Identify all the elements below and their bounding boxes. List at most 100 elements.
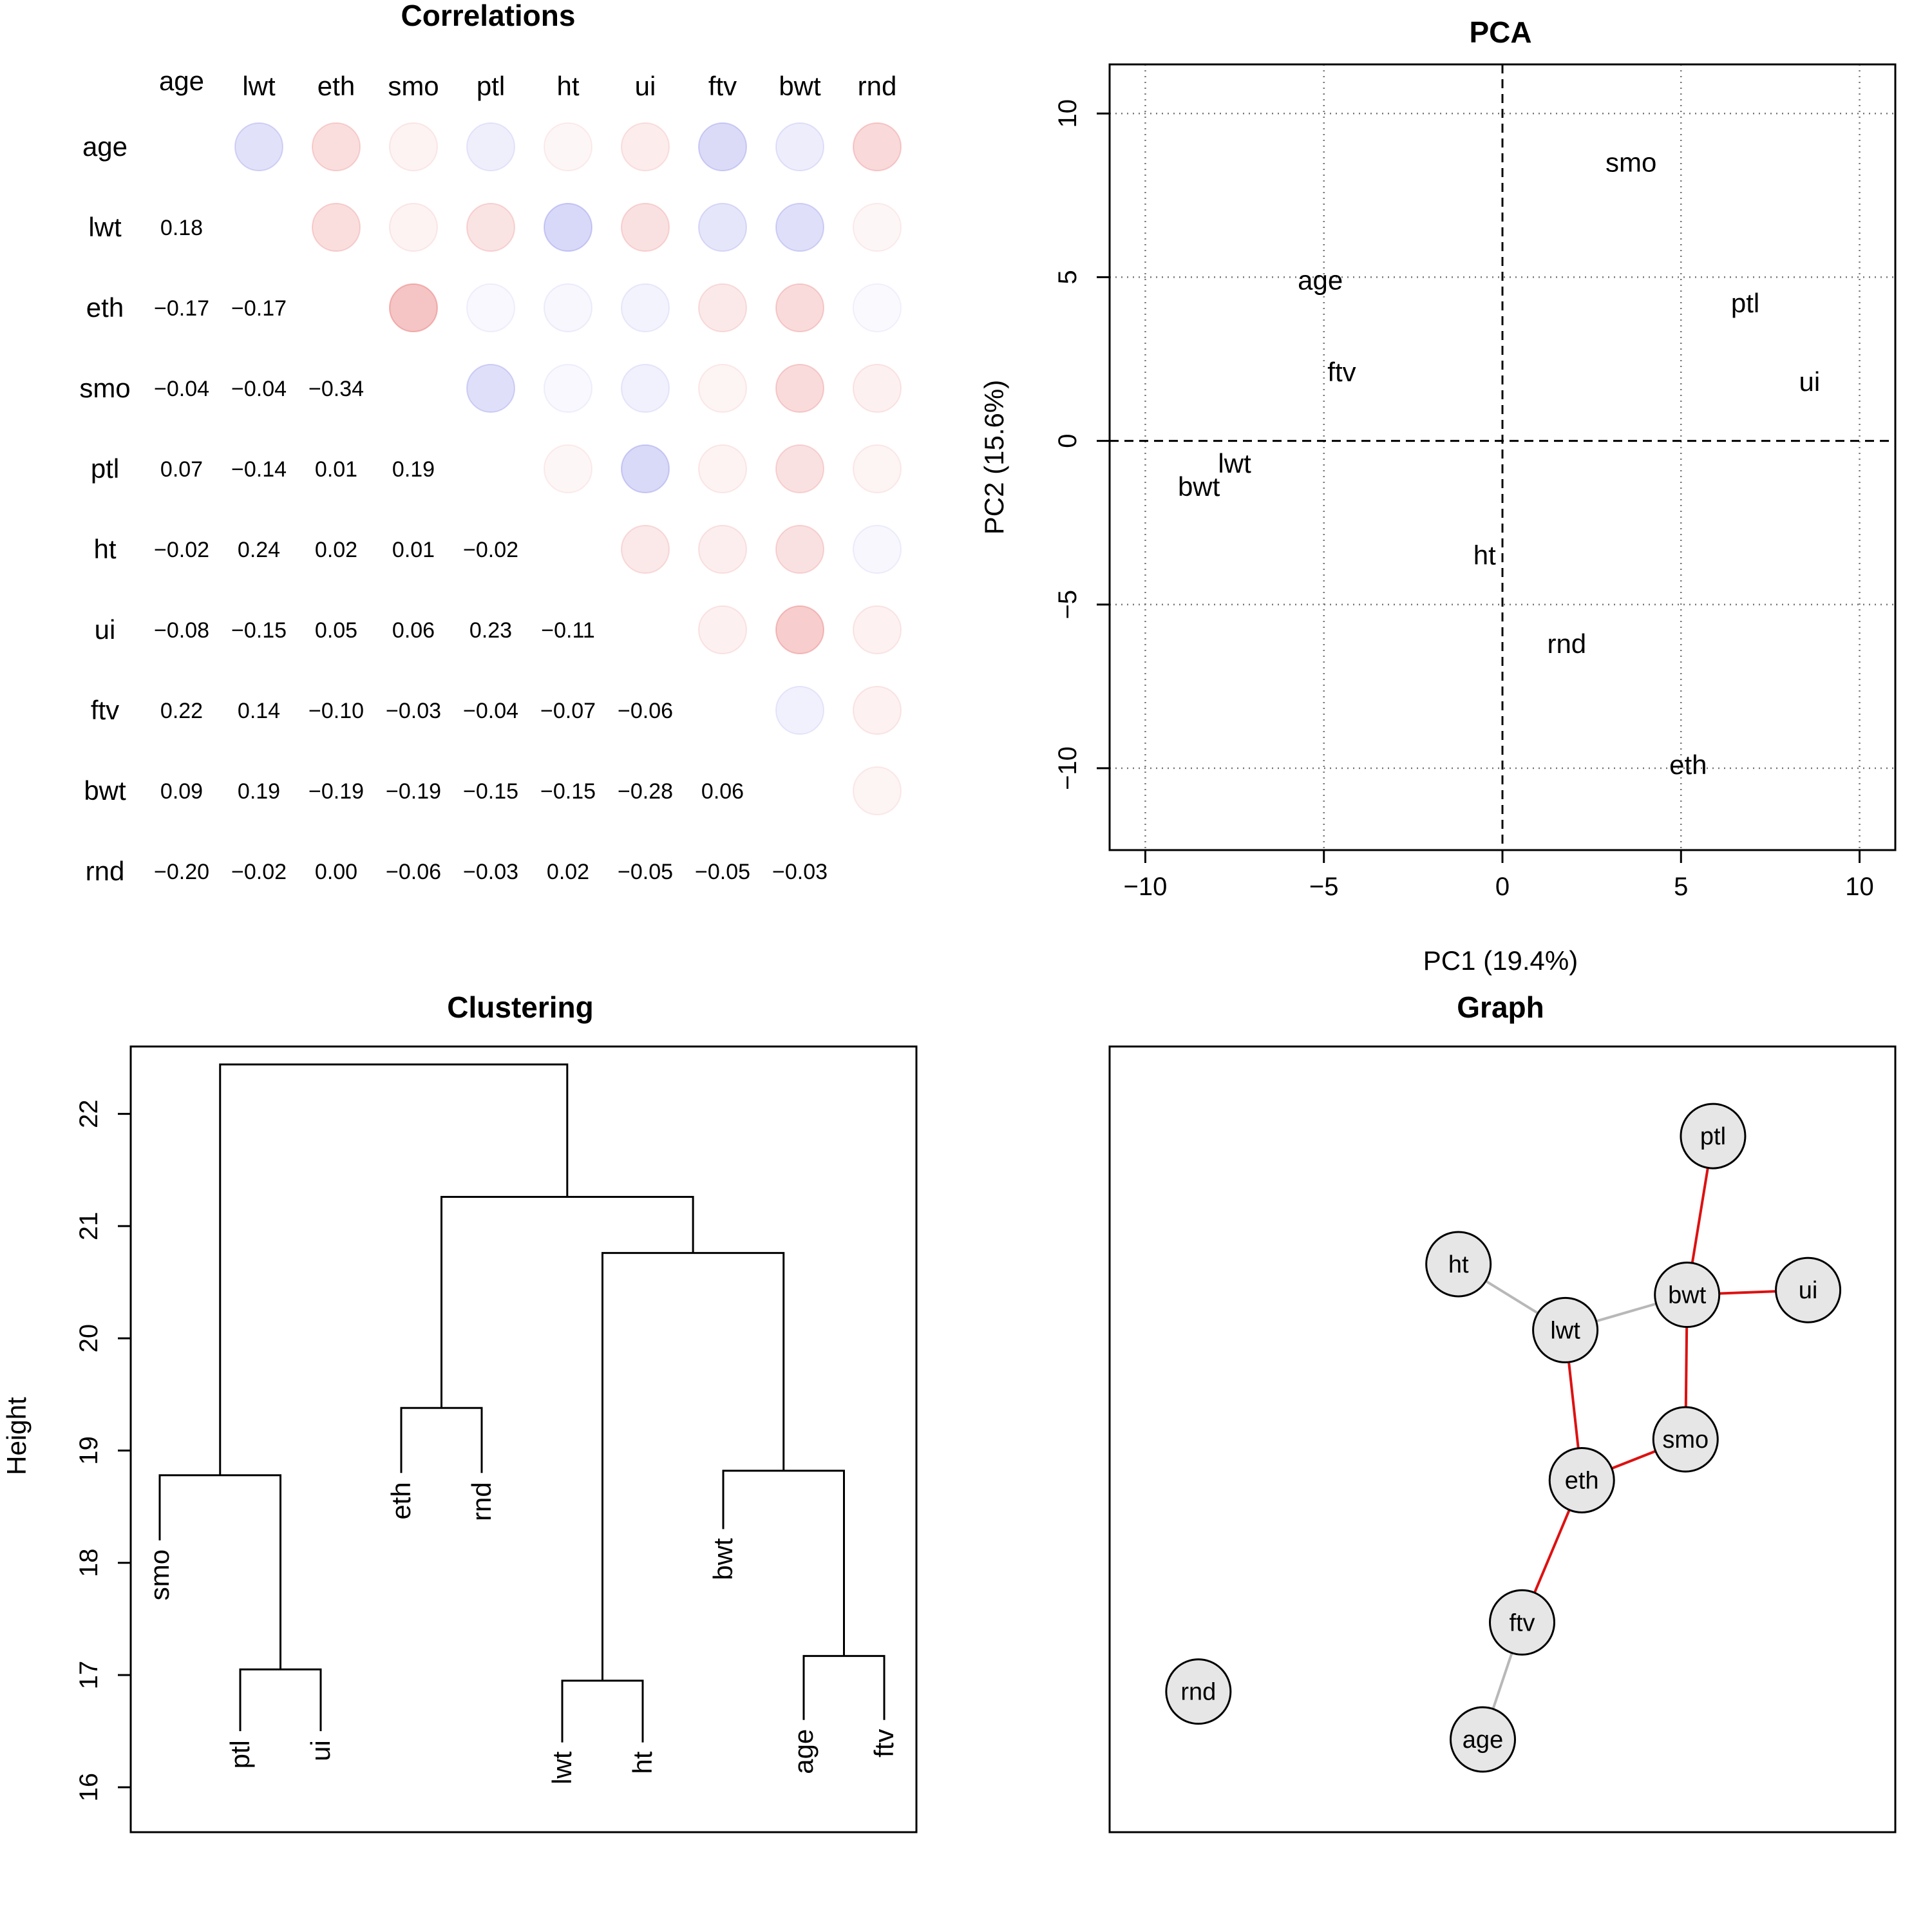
pca-point-age: age — [1298, 265, 1343, 296]
corr-circle-lwt-bwt — [775, 203, 824, 252]
corr-circle-lwt-ht — [544, 203, 592, 252]
corr-circle-lwt-ptl — [466, 203, 515, 252]
corr-col-label-bwt: bwt — [779, 71, 821, 101]
corr-value-rnd-eth: 0.00 — [315, 860, 357, 884]
corr-circle-ftv-bwt — [775, 686, 824, 735]
graph-node-smo — [1652, 1406, 1719, 1473]
corr-value-rnd-ptl: −0.03 — [463, 860, 518, 884]
corr-col-label-age: age — [159, 66, 204, 96]
corr-value-ftv-lwt: 0.14 — [238, 699, 280, 723]
corr-value-ui-ht: −0.11 — [541, 618, 595, 643]
pca-x-tick-label--5: −5 — [1309, 873, 1339, 901]
corr-circle-age-lwt — [234, 122, 283, 171]
corr-circle-age-ht — [544, 122, 592, 171]
corr-row-label-eth: eth — [86, 292, 124, 323]
pca-y-tick-label--5: −5 — [1054, 590, 1082, 620]
corr-circle-lwt-eth — [312, 203, 361, 252]
pca-point-ht: ht — [1473, 540, 1496, 571]
pca-point-ptl: ptl — [1731, 288, 1759, 318]
clustering-panel: Clustering Height 16 17 18 19 20 21 22 smo ptl ui… — [1, 990, 918, 1833]
corr-circle-lwt-smo — [389, 203, 438, 252]
corr-value-ftv-ht: −0.07 — [540, 699, 596, 723]
corr-value-bwt-ht: −0.15 — [540, 779, 596, 804]
graph-node-label-ftv: ftv — [1509, 1609, 1535, 1636]
corr-value-ui-smo: 0.06 — [392, 618, 435, 643]
clustering-y-tick-label-17: 17 — [75, 1661, 103, 1690]
corr-value-bwt-ui: −0.28 — [618, 779, 673, 804]
graph-node-ftv — [1489, 1589, 1555, 1656]
corr-row-label-lwt: lwt — [88, 212, 122, 242]
graph-title: Graph — [1457, 990, 1544, 1024]
pca-y-tick-label-10: 10 — [1054, 99, 1082, 128]
corr-circle-age-ptl — [466, 122, 515, 171]
corr-row-label-ht: ht — [93, 534, 116, 564]
dendrogram-leaf-ptl: ptl — [225, 1740, 255, 1768]
dendrogram-leaf-lwt: lwt — [547, 1751, 577, 1785]
correlation-title: Correlations — [401, 0, 576, 32]
corr-value-smo-eth: −0.34 — [308, 377, 364, 401]
corr-col-label-lwt: lwt — [242, 71, 276, 101]
pca-title: PCA — [1469, 15, 1531, 49]
corr-circle-age-bwt — [775, 122, 824, 171]
graph-node-label-lwt: lwt — [1550, 1317, 1580, 1344]
corr-value-bwt-age: 0.09 — [160, 779, 203, 804]
corr-value-ht-age: −0.02 — [154, 538, 209, 562]
corr-circle-age-rnd — [853, 122, 902, 171]
corr-circle-lwt-rnd — [853, 203, 902, 252]
corr-circle-ptl-ht — [544, 444, 592, 493]
dendrogram-leaf-age: age — [788, 1729, 819, 1774]
corr-value-bwt-lwt: 0.19 — [238, 779, 280, 804]
corr-value-rnd-lwt: −0.02 — [231, 860, 287, 884]
corr-circle-age-ftv — [698, 122, 747, 171]
corr-value-ui-lwt: −0.15 — [231, 618, 287, 643]
pca-y-tick-label-5: 5 — [1054, 270, 1082, 284]
graph-node-label-age: age — [1463, 1727, 1503, 1754]
corr-value-ui-age: −0.08 — [154, 618, 209, 643]
corr-row-label-smo: smo — [79, 373, 130, 403]
pca-x-tick-label-10: 10 — [1845, 873, 1874, 901]
graph-node-label-smo: smo — [1662, 1426, 1709, 1454]
dendrogram-leaf-ui: ui — [305, 1740, 336, 1761]
corr-value-rnd-ht: 0.02 — [547, 860, 589, 884]
corr-row-label-ui: ui — [95, 614, 116, 645]
corr-circle-ptl-ftv — [698, 444, 747, 493]
corr-value-ftv-age: 0.22 — [160, 699, 203, 723]
corr-value-bwt-eth: −0.19 — [308, 779, 364, 804]
corr-value-ht-lwt: 0.24 — [238, 538, 280, 562]
corr-col-label-ptl: ptl — [477, 71, 505, 101]
graph-panel: Graph ptl ht bwt ui lwt smo eth ftv age rnd — [1108, 990, 1897, 1833]
corr-value-rnd-ui: −0.05 — [618, 860, 673, 884]
pca-x-label: PC1 (19.4%) — [1423, 945, 1578, 976]
corr-value-ftv-smo: −0.03 — [386, 699, 441, 723]
pca-y-tick-label--10: −10 — [1054, 746, 1082, 790]
corr-circle-ui-rnd — [853, 605, 902, 654]
corr-value-ptl-age: 0.07 — [160, 457, 203, 482]
corr-value-smo-lwt: −0.04 — [231, 377, 287, 401]
clustering-plot-frame — [129, 1045, 918, 1833]
pca-x-tick-label-5: 5 — [1674, 873, 1688, 901]
pca-point-bwt: bwt — [1178, 471, 1220, 502]
corr-circle-ui-bwt — [775, 605, 824, 654]
corr-row-label-ptl: ptl — [91, 453, 119, 484]
corr-value-eth-lwt: −0.17 — [231, 296, 287, 321]
corr-value-ptl-lwt: −0.14 — [231, 457, 287, 482]
corr-circle-ui-ftv — [698, 605, 747, 654]
corr-circle-ptl-rnd — [853, 444, 902, 493]
pca-x-tick-label--10: −10 — [1124, 873, 1168, 901]
graph-node-ptl — [1680, 1103, 1747, 1170]
pca-y-tick-label-0: 0 — [1054, 433, 1082, 448]
corr-value-ftv-eth: −0.10 — [308, 699, 364, 723]
corr-circle-age-eth — [312, 122, 361, 171]
dendrogram-link-7 — [601, 1252, 785, 1681]
clustering-y-label: Height — [1, 1397, 32, 1475]
clustering-y-tick-label-20: 20 — [75, 1324, 103, 1353]
corr-circle-age-ui — [621, 122, 670, 171]
clustering-title: Clustering — [447, 990, 593, 1024]
graph-node-label-ht: ht — [1448, 1251, 1469, 1278]
corr-col-label-smo: smo — [388, 71, 439, 101]
corr-row-label-rnd: rnd — [86, 856, 125, 886]
corr-circle-lwt-ftv — [698, 203, 747, 252]
corr-value-bwt-smo: −0.19 — [386, 779, 441, 804]
corr-value-ptl-smo: 0.19 — [392, 457, 435, 482]
